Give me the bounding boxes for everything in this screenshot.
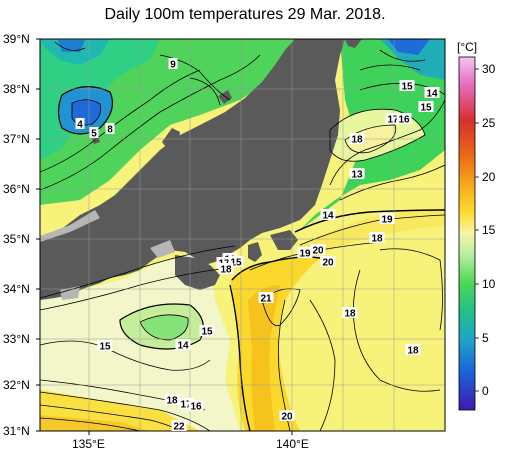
svg-text:15: 15 [420,103,432,114]
lon-label: 140°E [276,437,309,451]
contour-label: 17 [178,398,194,411]
contour-label: 15 [97,340,113,353]
contour-label: 14 [424,87,440,100]
svg-text:22: 22 [173,422,185,433]
lat-label: 34°N [3,282,30,296]
svg-text:5: 5 [91,129,97,140]
lat-label: 36°N [3,182,30,196]
lat-label: 35°N [3,232,30,246]
svg-text:18: 18 [220,265,232,276]
contour-label: 8 [105,123,115,136]
svg-text:18: 18 [407,346,419,357]
svg-text:4: 4 [77,120,83,131]
contour-label: 20 [310,244,326,257]
lat-label: 37°N [3,132,30,146]
contour-label: 14 [175,339,191,352]
lat-label: 39°N [3,32,30,46]
colorbar-tick-label: 5 [482,331,489,345]
colorbar-tick-label: 0 [482,384,489,398]
contour-label: 18 [369,232,385,245]
contour-label: 16 [396,113,412,126]
svg-text:18: 18 [351,135,363,146]
svg-text:15: 15 [201,327,213,338]
lat-label: 33°N [3,332,30,346]
colorbar-tick-label: 15 [482,223,496,237]
lat-label: 32°N [3,378,30,392]
svg-text:18: 18 [371,234,383,245]
colorbar-unit: [°C] [457,40,478,54]
svg-text:16: 16 [190,402,202,413]
contour-label: 15 [228,256,244,269]
svg-text:9: 9 [170,60,176,71]
contour-label: 5 [89,127,99,140]
svg-text:19: 19 [299,249,311,260]
contour-label: 9 [168,58,178,71]
lat-label: 38°N [3,82,30,96]
svg-text:19: 19 [381,215,393,226]
colorbar-ticks [475,68,479,392]
svg-text:14: 14 [177,341,189,352]
map-title: Daily 100m temperatures 29 Mar. 2018. [104,6,386,23]
svg-text:15: 15 [230,258,242,269]
map-frame [39,38,446,432]
svg-text:14: 14 [426,89,438,100]
lat-label: 31°N [3,424,30,438]
svg-text:14: 14 [322,211,334,222]
svg-text:17: 17 [180,400,192,411]
contour-lines [40,41,445,431]
coastal-shade [40,210,175,300]
svg-text:21: 21 [260,294,272,305]
contour-label: 13 [349,168,365,181]
contour-label: 20 [279,410,295,423]
colorbar-tick-label: 30 [482,62,496,76]
contour-label: 15 [199,325,215,338]
contour-label: 16 [188,400,204,413]
contour-label: 19 [379,213,395,226]
contour-label: 18 [164,394,180,407]
contour-label: 4 [75,118,85,131]
contour-label: 17 [385,113,401,126]
colorbar-tick-label: 10 [482,277,496,291]
colorbar-tick-label: 25 [482,116,496,130]
colorbar-tick-label: 20 [482,170,496,184]
contour-label: 21 [258,292,274,305]
contour-label: 18 [405,344,421,357]
contour-label: 19 [297,247,313,260]
contour-label: 14 [320,209,336,222]
contour-label: 15 [418,101,434,114]
colorbar [458,56,476,411]
contour-label: 18 [218,263,234,276]
svg-text:17: 17 [387,115,399,126]
svg-text:15: 15 [401,82,413,93]
map-ticks [36,38,293,435]
svg-text:18: 18 [166,396,178,407]
svg-text:20: 20 [322,258,334,269]
svg-text:8: 8 [107,125,113,136]
contour-label: 18 [349,133,365,146]
lon-label: 135°E [72,437,105,451]
contour-label-layer: 9458151415171618131419181920201617151821… [75,58,440,433]
svg-text:18: 18 [344,309,356,320]
contour-label: 20 [320,256,336,269]
contour-label: 15 [399,80,415,93]
svg-text:20: 20 [281,412,293,423]
contour-label: 22 [171,420,187,433]
svg-text:13: 13 [351,170,363,181]
svg-text:16: 16 [398,115,410,126]
contour-label: 18 [342,307,358,320]
svg-text:20: 20 [312,246,324,257]
svg-text:15: 15 [99,342,111,353]
